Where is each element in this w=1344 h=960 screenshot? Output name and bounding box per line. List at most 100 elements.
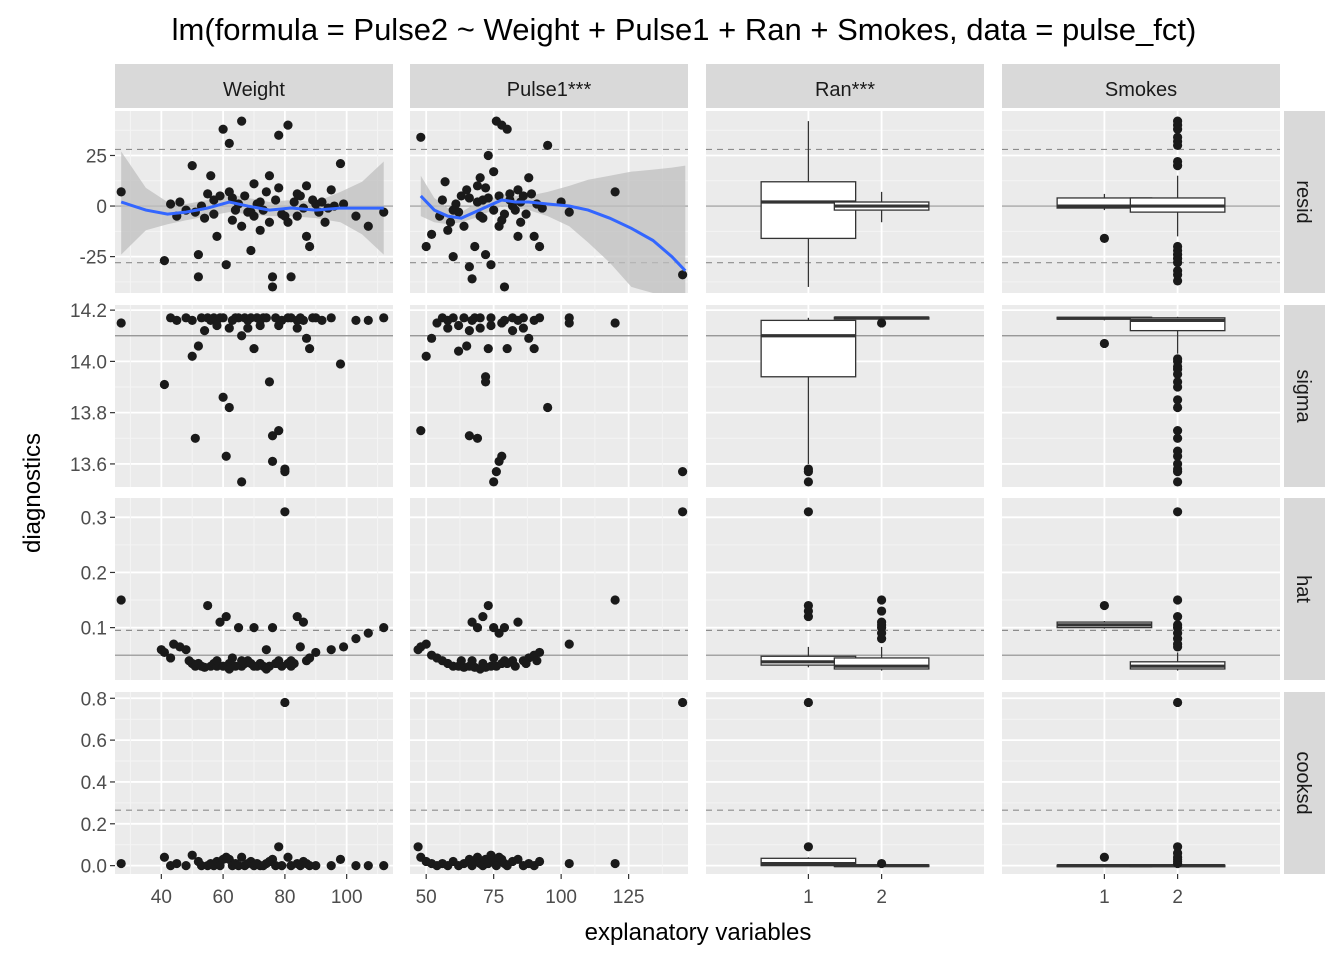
data-point (203, 600, 213, 611)
data-point (218, 313, 228, 323)
data-point (283, 217, 293, 227)
data-point (534, 647, 545, 658)
y-tick-label-sigma: 14.2 (70, 301, 107, 322)
data-point (277, 209, 287, 219)
panel-background (1002, 692, 1280, 874)
data-point (379, 861, 389, 871)
x-tick-label-pulse1: 50 (416, 887, 437, 908)
x-tick-label-weight: 60 (213, 887, 234, 908)
data-point (218, 392, 228, 402)
data-point (513, 231, 523, 241)
data-point (464, 326, 474, 336)
data-point (311, 861, 321, 871)
boxplot-outlier (1173, 369, 1183, 379)
data-point (448, 313, 458, 323)
boxplot-outlier (877, 595, 887, 605)
data-point (280, 697, 290, 708)
panel-background (706, 498, 984, 680)
boxplot-outlier (1173, 507, 1183, 517)
panel-ran-hat (706, 498, 984, 680)
boxplot-outlier (1099, 852, 1109, 862)
data-point (317, 315, 327, 325)
boxplot-outlier (1173, 477, 1183, 487)
data-point (274, 183, 284, 193)
x-tick-label-weight: 100 (331, 887, 363, 908)
data-point (320, 217, 330, 227)
data-point (459, 221, 469, 231)
boxplot-outlier (803, 697, 813, 708)
data-point (215, 191, 225, 201)
data-point (448, 205, 458, 215)
data-point (524, 173, 534, 183)
boxplot-outlier (877, 858, 887, 869)
data-point (510, 661, 520, 671)
data-point (483, 343, 493, 354)
data-point (172, 315, 182, 325)
y-tick-label-cooksd: 0.0 (81, 857, 107, 878)
boxplot-outlier (877, 318, 887, 328)
data-point (292, 323, 302, 333)
data-point (264, 171, 275, 181)
data-point (505, 189, 515, 199)
strip-label-pulse1: Pulse1*** (507, 79, 592, 101)
data-point (491, 861, 501, 871)
facet-panels: Weight Pulse1*** Ran*** Smokes resid sigma hat… (70, 64, 1325, 908)
data-point (311, 647, 321, 658)
data-point (292, 611, 302, 622)
panel-pulse1-hat (410, 498, 688, 680)
data-point (261, 187, 271, 197)
data-point (295, 642, 305, 652)
panel-background (410, 498, 688, 680)
boxplot-outlier (877, 617, 887, 627)
data-point (363, 861, 373, 871)
data-point (464, 193, 474, 203)
panel-pulse1-resid (410, 111, 688, 293)
data-point (470, 241, 480, 252)
boxplot-outlier (1173, 132, 1183, 142)
data-point (467, 656, 477, 666)
data-point (413, 842, 423, 852)
boxplot-ran-2 (833, 191, 930, 223)
data-point (159, 647, 170, 658)
panel-ran-cooksd (706, 692, 984, 874)
data-point (379, 207, 389, 217)
data-point (497, 318, 507, 328)
boxplot-outlier (1173, 276, 1183, 286)
data-point (421, 241, 431, 252)
data-point (203, 189, 213, 199)
data-point (193, 341, 203, 351)
data-point (526, 189, 537, 199)
data-point (416, 426, 426, 436)
boxplot-ran-2 (833, 316, 930, 328)
data-point (237, 477, 247, 487)
data-point (467, 274, 477, 284)
data-point (249, 623, 259, 633)
data-point (116, 318, 126, 328)
data-point (502, 124, 512, 134)
strip-cooksd (1284, 692, 1325, 874)
data-point (440, 177, 450, 187)
data-point (233, 623, 244, 633)
boxplot-outlier (1173, 842, 1183, 852)
data-point (529, 315, 539, 325)
data-point (261, 313, 271, 323)
data-point (453, 346, 464, 356)
data-point (159, 852, 170, 862)
data-point (280, 507, 290, 517)
x-axis-title: explanatory variables (585, 919, 812, 946)
panel-pulse1-cooksd (410, 692, 688, 874)
data-point (472, 181, 483, 191)
data-point (363, 221, 373, 231)
strip-resid (1284, 111, 1325, 293)
boxplot-outlier (1173, 402, 1183, 413)
boxplot-smokes-1 (1056, 600, 1153, 629)
panel-weight-resid (115, 111, 393, 293)
panel-weight-sigma (115, 305, 393, 487)
data-point (475, 323, 485, 333)
data-point (489, 477, 499, 487)
data-point (187, 161, 197, 171)
x-tick-label-pulse1: 100 (545, 887, 577, 908)
data-point (267, 623, 278, 633)
data-point (610, 858, 620, 869)
data-point (227, 215, 237, 225)
